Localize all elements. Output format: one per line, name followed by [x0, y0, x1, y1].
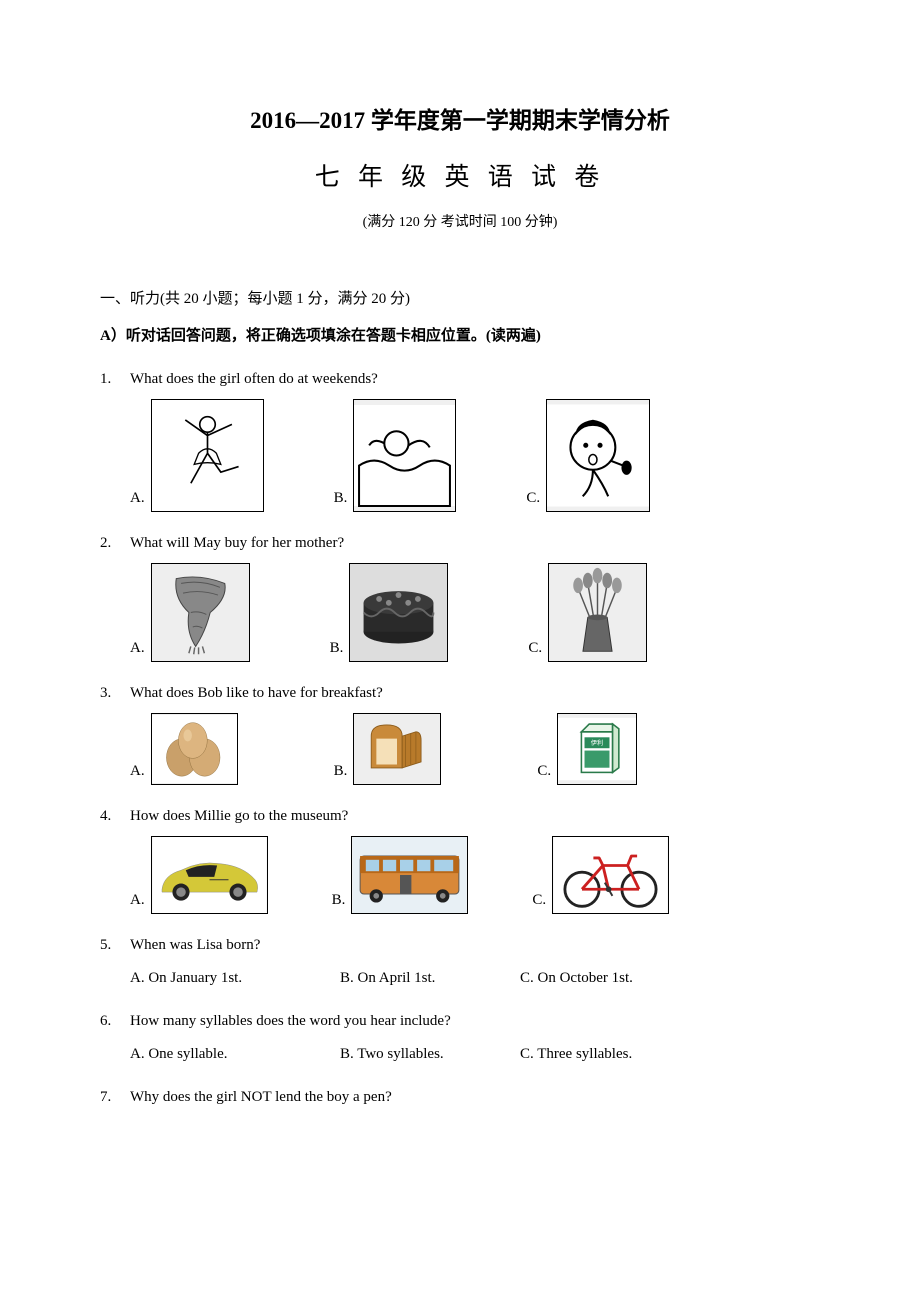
question-item: 5.When was Lisa born? A. On January 1st.B… [100, 932, 820, 1002]
question-number: 1. [100, 366, 130, 524]
question-item: 4.How does Millie go to the museum? A. B. C… [100, 803, 820, 926]
question-item: 2.What will May buy for her mother? A. B. C… [100, 530, 820, 674]
option-label: A. [130, 635, 145, 662]
question-body: How does Millie go to the museum? A. B. C. [130, 803, 820, 926]
sports-car-icon [151, 836, 268, 914]
eggs-icon [151, 713, 238, 785]
bread-loaf-icon [353, 713, 441, 785]
question-number: 3. [100, 680, 130, 797]
swimming-icon [353, 399, 456, 512]
options-row-image: A. B. C. [130, 836, 820, 914]
option-text: A. One syllable. [130, 1041, 340, 1068]
option-text: C. Three syllables. [520, 1041, 820, 1068]
options-row-image: A. B. C. 伊利 [130, 713, 820, 785]
question-text: What will May buy for her mother? [130, 530, 820, 557]
option-image: B. [334, 399, 457, 512]
questions-container: 1.What does the girl often do at weekend… [100, 366, 820, 1117]
option-image: C. [528, 563, 647, 662]
option-text: B. On April 1st. [340, 965, 520, 992]
exam-title-sub: 七 年 级 英 语 试 卷 [100, 155, 820, 200]
question-body: What does Bob like to have for breakfast… [130, 680, 820, 797]
question-text: What does the girl often do at weekends? [130, 366, 820, 393]
svg-text:伊利: 伊利 [591, 739, 603, 747]
question-text: How does Millie go to the museum? [130, 803, 820, 830]
dancer-ballet-icon [151, 399, 264, 512]
question-number: 6. [100, 1008, 130, 1078]
option-label: C. [528, 635, 542, 662]
options-row-image: A. B. C. [130, 399, 820, 512]
option-label: A. [130, 485, 145, 512]
option-image: C. [526, 399, 650, 512]
question-body: How many syllables does the word you hea… [130, 1008, 820, 1078]
question-number: 2. [100, 530, 130, 674]
question-text: When was Lisa born? [130, 932, 820, 959]
question-number: 5. [100, 932, 130, 1002]
section-heading: 一、听力(共 20 小题；每小题 1 分，满分 20 分) [100, 286, 820, 313]
options-row-text: A. On January 1st.B. On April 1st.C. On … [130, 965, 820, 992]
bus-icon [351, 836, 468, 914]
scarf-icon [151, 563, 250, 662]
bicycle-icon [552, 836, 669, 914]
exam-title-main: 2016—2017 学年度第一学期期末学情分析 [100, 100, 820, 141]
question-item: 6.How many syllables does the word you h… [100, 1008, 820, 1078]
option-text: A. On January 1st. [130, 965, 340, 992]
option-label: C. [532, 887, 546, 914]
option-image: B. [332, 836, 469, 914]
milk-carton-icon: 伊利 [557, 713, 637, 785]
option-image: A. [130, 836, 268, 914]
question-item: 3.What does Bob like to have for breakfa… [100, 680, 820, 797]
option-label: A. [130, 887, 145, 914]
option-image: A. [130, 563, 250, 662]
flowers-vase-icon [548, 563, 647, 662]
option-label: B. [332, 887, 346, 914]
question-item: 7.Why does the girl NOT lend the boy a p… [100, 1084, 820, 1117]
question-item: 1.What does the girl often do at weekend… [100, 366, 820, 524]
options-row-image: A. B. C. [130, 563, 820, 662]
question-number: 4. [100, 803, 130, 926]
option-label: A. [130, 758, 145, 785]
option-label: B. [330, 635, 344, 662]
question-text: What does Bob like to have for breakfast… [130, 680, 820, 707]
option-label: B. [334, 485, 348, 512]
question-body: What will May buy for her mother? A. B. C. [130, 530, 820, 674]
option-image: B. [330, 563, 449, 662]
question-body: When was Lisa born? A. On January 1st.B. … [130, 932, 820, 1002]
option-image: A. [130, 713, 238, 785]
question-body: Why does the girl NOT lend the boy a pen… [130, 1084, 820, 1117]
question-text: Why does the girl NOT lend the boy a pen… [130, 1084, 820, 1111]
option-image: C. 伊利 [537, 713, 637, 785]
option-label: B. [334, 758, 348, 785]
option-label: C. [537, 758, 551, 785]
option-label: C. [526, 485, 540, 512]
question-text: How many syllables does the word you hea… [130, 1008, 820, 1035]
birthday-cake-icon [349, 563, 448, 662]
question-body: What does the girl often do at weekends?… [130, 366, 820, 524]
option-image: A. [130, 399, 264, 512]
option-image: C. [532, 836, 669, 914]
option-image: B. [334, 713, 442, 785]
options-row-text: A. One syllable.B. Two syllables.C. Thre… [130, 1041, 820, 1068]
option-text: C. On October 1st. [520, 965, 820, 992]
question-number: 7. [100, 1084, 130, 1117]
option-text: B. Two syllables. [340, 1041, 520, 1068]
singing-girl-icon [546, 399, 650, 512]
section-subheading: A）听对话回答问题，将正确选项填涂在答题卡相应位置。(读两遍) [100, 323, 820, 350]
exam-title-note: (满分 120 分 考试时间 100 分钟) [100, 210, 820, 235]
